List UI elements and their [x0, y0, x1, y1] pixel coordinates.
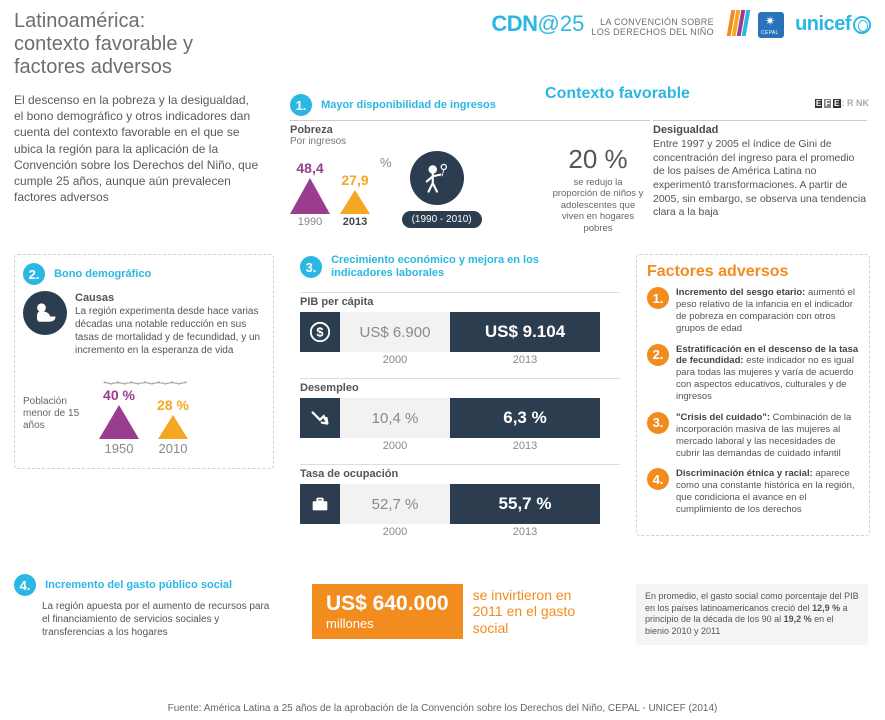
spend-note: En promedio, el gasto social como porcen… — [636, 584, 868, 645]
section-4: 4. Incremento del gasto público social L… — [14, 574, 274, 639]
dollar-icon: $ — [300, 312, 340, 352]
adverso-badge: 1. — [647, 287, 669, 309]
adverso-item: 4. Discriminación étnica y racial: aparec… — [647, 468, 859, 516]
adverso-text: Discriminación étnica y racial: aparece … — [676, 468, 859, 516]
reduction-stat: 20 % se redujo la proporción de niños y … — [550, 144, 646, 234]
tri-1990: 48,4 1990 — [290, 160, 330, 228]
section-1-title: Mayor disponibilidad de ingresos — [321, 99, 496, 111]
spend-amount-box: US$ 640.000 millones — [312, 584, 463, 639]
at25-text: @25 — [538, 11, 585, 36]
section-3: 3. Crecimiento económico y mejora en los… — [300, 254, 620, 538]
adverso-text: "Crisis del cuidado": Combinación de la … — [676, 412, 859, 460]
title-block: Latinoamérica: contexto favorable y fact… — [14, 10, 314, 79]
spend-text: se invirtieron en 2011 en el gasto socia… — [473, 587, 583, 635]
desigualdad-text: Entre 1997 y 2005 el índice de Gini de c… — [653, 138, 867, 220]
metric-left: 52,7 % — [340, 484, 450, 524]
baby-icon — [23, 291, 67, 335]
section-1-heading: 1. Mayor disponibilidad de ingresos — [290, 94, 870, 116]
causas-text: CausasLa región experimenta desde hace v… — [75, 291, 265, 357]
intro-paragraph: El descenso en la pobreza y la desiguald… — [14, 92, 260, 205]
metric-label: Tasa de ocupación — [300, 464, 620, 480]
metric-right: 55,7 % — [450, 484, 600, 524]
tri-1950: 40 % 1950 — [99, 387, 139, 456]
metric-briefcase: Tasa de ocupación52,7 %55,7 %20002013 — [300, 464, 620, 538]
svg-text:$: $ — [316, 325, 323, 340]
desigualdad-block: Desigualdad Entre 1997 y 2005 el índice … — [653, 120, 867, 220]
percent-symbol: % — [380, 155, 392, 170]
tri-2013: 27,9 2013 — [340, 172, 370, 228]
badge-2: 2. — [23, 263, 45, 285]
metric-right: US$ 9.104 — [450, 312, 600, 352]
source-footer: Fuente: América Latina a 25 años de la a… — [0, 703, 885, 714]
cdn-subtitle: LA CONVENCIÓN SOBRELOS DERECHOS DEL NIÑO — [591, 18, 714, 38]
metric-right: 6,3 % — [450, 398, 600, 438]
briefcase-icon — [300, 484, 340, 524]
section-4-title: Incremento del gasto público social — [45, 579, 232, 591]
social-spend-block: US$ 640.000 millones se invirtieron en 2… — [312, 584, 583, 639]
badge-4: 4. — [14, 574, 36, 596]
bracket-icon: ⏟⏟⏟⏟⏟⏟ — [23, 369, 265, 385]
pop-under-15-label: Población menor de 15 años — [23, 396, 81, 456]
metric-dollar: PIB per cápita$US$ 6.900US$ 9.1042000201… — [300, 292, 620, 366]
triangle-icon — [99, 405, 139, 439]
adverso-badge: 3. — [647, 412, 669, 434]
cdn25-logo: CDN@25 LA CONVENCIÓN SOBRELOS DERECHOS D… — [491, 11, 714, 38]
desigualdad-label: Desigualdad — [653, 120, 867, 136]
section-2-box: 2. Bono demográfico CausasLa región expe… — [14, 254, 274, 469]
metric-left: 10,4 % — [340, 398, 450, 438]
logo-row: CDN@25 LA CONVENCIÓN SOBRELOS DERECHOS D… — [314, 10, 871, 79]
triangle-icon — [290, 178, 330, 214]
globe-icon — [853, 16, 871, 34]
period-pill: (1990 - 2010) — [402, 211, 482, 228]
header: Latinoamérica: contexto favorable y fact… — [0, 0, 885, 79]
pobreza-label: Pobreza — [290, 120, 650, 136]
adverso-badge: 4. — [647, 468, 669, 490]
factores-adversos-box: Factores adversos 1. Incremento del sesgo… — [636, 254, 870, 536]
metric-left: US$ 6.900 — [340, 312, 450, 352]
reduction-value: 20 % — [550, 144, 646, 175]
adverso-item: 2. Estratificación en el descenso de la t… — [647, 344, 859, 403]
cepal-logo — [758, 12, 784, 38]
metric-label: Desempleo — [300, 378, 620, 394]
triangle-icon — [340, 190, 370, 214]
triangle-icon — [158, 415, 188, 439]
unicef-logo: unicef — [795, 13, 871, 36]
section-2-title: Bono demográfico — [54, 268, 151, 280]
adverso-item: 1. Incremento del sesgo etario: aumentó e… — [647, 287, 859, 335]
adverso-item: 3. "Crisis del cuidado": Combinación de l… — [647, 412, 859, 460]
adverso-text: Incremento del sesgo etario: aumentó el … — [676, 287, 859, 335]
section-3-title: Crecimiento económico y mejora en los in… — [331, 254, 581, 280]
adversos-title: Factores adversos — [647, 263, 859, 281]
adverso-text: Estratificación en el descenso de la tas… — [676, 344, 859, 403]
cdn-text: CDN — [491, 11, 537, 36]
adverso-badge: 2. — [647, 344, 669, 366]
reduction-text: se redujo la proporción de niños y adole… — [550, 177, 646, 234]
metric-arrow-down: Desempleo10,4 %6,3 %20002013 — [300, 378, 620, 452]
tri-2010: 28 % 2010 — [157, 397, 189, 456]
child-balloon-icon — [410, 151, 464, 205]
badge-3: 3. — [300, 256, 322, 278]
arrow-down-icon — [300, 398, 340, 438]
main-title: Latinoamérica: contexto favorable y fact… — [14, 10, 314, 79]
section-4-text: La región apuesta por el aumento de recu… — [42, 600, 274, 639]
badge-1: 1. — [290, 94, 312, 116]
metric-label: PIB per cápita — [300, 292, 620, 308]
stripes-icon — [729, 10, 749, 39]
